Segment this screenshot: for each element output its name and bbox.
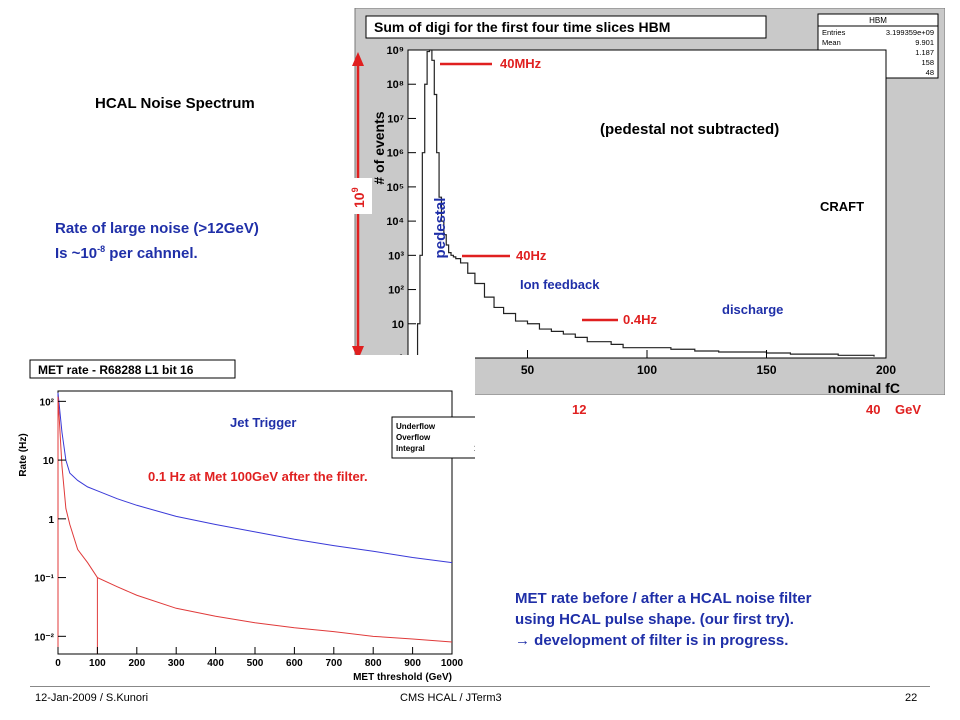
range-label-bg: [342, 178, 372, 214]
chart1-stats-value: 1.187: [915, 48, 934, 57]
noise-rate-line1: Rate of large noise (>12GeV): [55, 220, 259, 237]
gev-40: 40: [866, 402, 880, 417]
chart2-series-before: [57, 392, 453, 654]
chart2-series-after: [57, 396, 453, 654]
met-note-line2: using HCAL pulse shape. (our first try).: [515, 611, 794, 628]
chart1-stats-value: 48: [926, 68, 934, 77]
chart2-x-tick-label: 700: [325, 658, 342, 669]
chart1-y-tick-label: 10⁴: [386, 216, 404, 228]
footer-event: CMS HCAL / JTerm3: [400, 692, 502, 704]
chart2-stats-key: Integral: [396, 444, 425, 453]
chart2-stats-value: 141.7: [474, 444, 475, 453]
chart2-stats-box: Underflow0Overflow0Integral141.7: [391, 416, 475, 459]
craft-label: CRAFT: [820, 199, 864, 214]
chart2-y-tick-label: 10⁻²: [34, 632, 54, 643]
chart1-series-line: [412, 49, 875, 359]
chart2-x-tick-label: 0: [55, 658, 61, 669]
discharge-label: discharge: [722, 302, 783, 317]
chart2-x-tick-label: 100: [89, 658, 106, 669]
footer-date-author: 12-Jan-2009 / S.Kunori: [35, 692, 149, 704]
range-label: 109: [350, 187, 367, 208]
chart2-title-box: [29, 359, 236, 379]
chart2-title: MET rate - R68288 L1 bit 16: [38, 363, 194, 377]
chart1-stats-value: 9.901: [915, 38, 934, 47]
footer-page-number: 22: [905, 692, 918, 704]
chart2-x-tick-label: 800: [365, 658, 382, 669]
chart2-x-tick-label: 600: [286, 658, 303, 669]
label-0p4hz: 0.4Hz: [623, 312, 657, 327]
chart1-x-tick-label: 150: [756, 363, 776, 377]
chart2-stats-key: Overflow: [396, 433, 431, 442]
chart2-x-tick-label: 400: [207, 658, 224, 669]
pedestal-label: pedestal: [432, 198, 449, 259]
chart2-stats-frame: [391, 416, 475, 459]
gev-unit: GeV: [895, 402, 921, 417]
ion-feedback-label: Ion feedback: [520, 277, 600, 292]
met-note-line1: MET rate before / after a HCAL noise fil…: [515, 590, 812, 607]
chart1-title: Sum of digi for the first four time slic…: [374, 19, 670, 35]
chart1-x-tick-label: 100: [637, 363, 657, 377]
chart1-y-tick-label: 10²: [388, 285, 404, 297]
chart1-stats-value: 158: [921, 58, 934, 67]
met-rate-note: MET rate before / after a HCAL noise fil…: [515, 588, 811, 651]
chart1-y-tick-label: 10⁶: [387, 148, 404, 160]
chart1-y-tick-label: 10⁸: [387, 79, 404, 91]
jet-trigger-label: Jet Trigger: [230, 415, 296, 430]
filter-note-label: 0.1 Hz at Met 100GeV after the filter.: [148, 469, 368, 484]
chart2-y-label: Rate (Hz): [18, 433, 29, 476]
chart2-stats-key: Underflow: [396, 422, 436, 431]
chart1-stats-name: HBM: [869, 16, 887, 25]
chart2-y-tick-label: 10²: [40, 397, 55, 408]
noise-rate-line2: Is ~10-8 per cahnnel.: [55, 239, 259, 264]
slide-title: HCAL Noise Spectrum: [95, 95, 255, 112]
footer-divider: [30, 686, 930, 687]
chart1-y-label: # of events: [371, 111, 387, 184]
chart1-stats-key: Mean: [822, 38, 841, 47]
range-label-base: 10: [351, 192, 367, 208]
noise-rate-line2-pre: Is ~10: [55, 245, 98, 262]
chart2-x-tick-label: 500: [247, 658, 264, 669]
noise-rate-note: Rate of large noise (>12GeV) Is ~10-8 pe…: [55, 218, 259, 264]
chart1-stats-key: Entries: [822, 28, 846, 37]
range-label-exponent: 9: [350, 187, 360, 192]
chart2-x-tick-label: 900: [404, 658, 421, 669]
label-40hz: 40Hz: [516, 248, 547, 263]
chart2-y-tick-label: 1: [48, 515, 54, 526]
chart2-y-tick-label: 10: [43, 456, 55, 467]
hbm-digi-spectrum-chart: Sum of digi for the first four time slic…: [342, 8, 945, 423]
chart1-title-box: [365, 15, 767, 39]
chart2-plot-area: [57, 390, 453, 655]
chart1-stats-value: 3.199359e+09: [886, 28, 934, 37]
chart2-x-tick-label: 1000: [441, 658, 464, 669]
label-40mhz: 40MHz: [500, 56, 542, 71]
range-arrow-up: [352, 52, 364, 66]
chart1-plot-area: [407, 49, 887, 359]
chart1-x-tick-label: 50: [521, 363, 535, 377]
gev-12: 12: [572, 402, 586, 417]
chart1-y-tick-label: 10⁵: [387, 182, 404, 194]
pedestal-note: (pedestal not subtracted): [600, 121, 779, 138]
chart2-x-tick-label: 200: [128, 658, 145, 669]
noise-rate-line2-post: per cahnnel.: [105, 245, 198, 262]
chart2-x-label: MET threshold (GeV): [353, 672, 452, 683]
range-arrow-down: [352, 346, 364, 360]
noise-rate-exponent: -8: [97, 244, 106, 254]
chart1-y-tick-label: 10⁹: [387, 45, 404, 57]
chart1-y-tick-label: 10⁷: [387, 113, 404, 125]
chart1-x-tick-label: 200: [876, 363, 896, 377]
chart1-y-tick-label: 10: [392, 319, 404, 331]
chart2-y-tick-label: 10⁻¹: [34, 574, 54, 585]
chart2-x-tick-label: 300: [168, 658, 185, 669]
chart1-x-label: nominal fC: [828, 380, 900, 396]
met-note-line3: → development of filter is in progress.: [515, 632, 789, 649]
chart1-y-tick-label: 10³: [388, 250, 404, 262]
met-rate-chart: MET rate - R68288 L1 bit 16 0 100 200 300 40…: [12, 355, 475, 685]
